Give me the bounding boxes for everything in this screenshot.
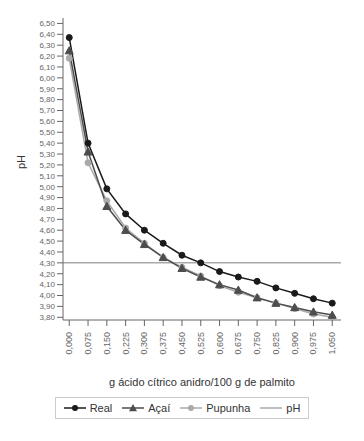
svg-text:0,225: 0,225 bbox=[121, 332, 131, 355]
svg-text:0,000: 0,000 bbox=[64, 332, 74, 355]
svg-text:4,60: 4,60 bbox=[39, 226, 55, 235]
svg-text:0,675: 0,675 bbox=[233, 332, 243, 355]
svg-text:4,40: 4,40 bbox=[39, 248, 55, 257]
svg-text:5,40: 5,40 bbox=[39, 139, 55, 148]
svg-text:4,00: 4,00 bbox=[39, 291, 55, 300]
html-text:Açaí: Açaí bbox=[148, 402, 171, 414]
svg-text:0,075: 0,075 bbox=[83, 332, 93, 355]
svg-text:0,300: 0,300 bbox=[139, 332, 149, 355]
svg-text:4,50: 4,50 bbox=[39, 237, 55, 246]
svg-text:5,20: 5,20 bbox=[39, 161, 55, 170]
svg-text:4,70: 4,70 bbox=[39, 215, 55, 224]
svg-text:6,40: 6,40 bbox=[39, 30, 55, 39]
svg-text:6,50: 6,50 bbox=[39, 19, 55, 28]
svg-text:0,450: 0,450 bbox=[177, 332, 187, 355]
svg-text:6,10: 6,10 bbox=[39, 63, 55, 72]
svg-text:4,30: 4,30 bbox=[39, 259, 55, 268]
svg-text:0,600: 0,600 bbox=[215, 332, 225, 355]
svg-text:0,900: 0,900 bbox=[290, 332, 300, 355]
html-text:pH: pH bbox=[286, 402, 301, 414]
svg-text:0,525: 0,525 bbox=[196, 332, 206, 355]
html-text:Pupunha: Pupunha bbox=[206, 402, 251, 414]
svg-text:0,825: 0,825 bbox=[271, 332, 281, 355]
svg-text:0,150: 0,150 bbox=[102, 332, 112, 355]
svg-text:3,90: 3,90 bbox=[39, 302, 55, 311]
svg-text:g ácido cítrico anidro/100 g d: g ácido cítrico anidro/100 g de palmito bbox=[109, 376, 295, 388]
svg-text:pH: pH bbox=[15, 155, 27, 169]
svg-text:4,10: 4,10 bbox=[39, 280, 55, 289]
svg-text:5,90: 5,90 bbox=[39, 85, 55, 94]
svg-text:6,30: 6,30 bbox=[39, 41, 55, 50]
svg-text:3,80: 3,80 bbox=[39, 313, 55, 322]
svg-text:5,50: 5,50 bbox=[39, 128, 55, 137]
svg-text:5,30: 5,30 bbox=[39, 150, 55, 159]
svg-text:0,375: 0,375 bbox=[158, 332, 168, 355]
svg-text:4,80: 4,80 bbox=[39, 204, 55, 213]
svg-text:0,975: 0,975 bbox=[308, 332, 318, 355]
svg-text:5,10: 5,10 bbox=[39, 172, 55, 181]
svg-text:4,90: 4,90 bbox=[39, 193, 55, 202]
svg-text:0,750: 0,750 bbox=[252, 332, 262, 355]
svg-text:5,00: 5,00 bbox=[39, 183, 55, 192]
svg-text:6,20: 6,20 bbox=[39, 52, 55, 61]
svg-text:1,050: 1,050 bbox=[327, 332, 337, 355]
svg-text:5,70: 5,70 bbox=[39, 106, 55, 115]
svg-text:6,00: 6,00 bbox=[39, 74, 55, 83]
svg-text:5,80: 5,80 bbox=[39, 95, 55, 104]
svg-text:5,60: 5,60 bbox=[39, 117, 55, 126]
svg-text:4,20: 4,20 bbox=[39, 270, 55, 279]
html-text:Real: Real bbox=[89, 402, 113, 414]
